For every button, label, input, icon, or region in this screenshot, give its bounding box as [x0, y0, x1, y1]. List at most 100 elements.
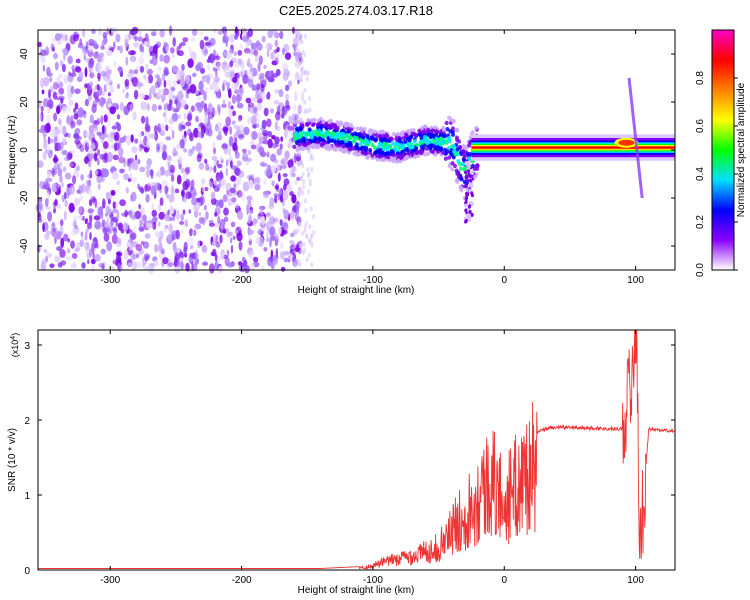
- spectrogram-cell: [49, 263, 55, 269]
- spectrogram-cell: [240, 44, 243, 50]
- spectrogram-cell: [55, 184, 62, 190]
- spectrogram-cell: [93, 215, 101, 221]
- spectrogram-cell: [139, 65, 145, 73]
- spectrogram-cell: [53, 52, 58, 60]
- spectrogram-cell: [166, 103, 173, 111]
- spectrogram-cell: [290, 232, 295, 238]
- spectrogram-cell: [93, 51, 99, 59]
- spectrogram-cell: [308, 237, 312, 243]
- spectrogram-cell: [130, 134, 134, 143]
- spectrogram-cell: [197, 126, 202, 133]
- spectrogram-cell: [92, 142, 95, 150]
- spectrogram-cell: [160, 88, 164, 94]
- spectrogram-cell: [419, 144, 424, 149]
- spectrogram-cell: [468, 140, 473, 145]
- spectrogram-cell: [117, 256, 122, 263]
- spectrogram-cell: [122, 222, 129, 232]
- spectrogram-cell: [465, 151, 470, 157]
- spectrogram-cell: [112, 201, 117, 209]
- spectrogram-cell: [309, 144, 314, 149]
- spectrogram-cell: [94, 254, 101, 262]
- spectrogram-cell: [97, 62, 102, 73]
- spectrogram-cell: [310, 242, 314, 248]
- spectrogram-cell: [283, 257, 289, 263]
- spectrogram-cell: [204, 87, 209, 93]
- spectrogram-cell: [57, 141, 64, 151]
- spectrogram-cell: [281, 229, 288, 235]
- spectrogram-cell: [472, 174, 477, 179]
- spectrogram-cell: [202, 187, 205, 193]
- spectrogram-cell: [467, 217, 471, 222]
- spectrogram-cell: [61, 182, 64, 188]
- spectrogram-cell: [99, 153, 105, 160]
- spectrogram-cell: [198, 80, 204, 91]
- spectrogram-cell: [163, 67, 169, 77]
- spectrogram-cell: [236, 210, 244, 220]
- spectrogram-cell: [136, 81, 142, 89]
- spectrogram-cell: [137, 36, 143, 42]
- spectrogram-cell: [392, 153, 397, 158]
- spectrogram-cell: [404, 147, 409, 152]
- spectrogram-cell: [235, 203, 240, 209]
- snr-x-label: Height of straight line (km): [298, 585, 415, 596]
- spectrogram-cell: [463, 184, 467, 189]
- spectrogram-cell: [79, 195, 84, 202]
- spectrogram-cell: [218, 105, 221, 116]
- spectrogram-cell: [75, 66, 82, 73]
- spectrogram-cell: [107, 198, 111, 205]
- spectrogram-cell: [196, 61, 203, 70]
- spectrogram-cell: [123, 105, 130, 116]
- spectrogram-cell: [157, 203, 162, 212]
- spectrogram-cell: [40, 261, 47, 271]
- spectrogram-cell: [119, 101, 124, 112]
- spectrogram-cell: [301, 96, 304, 102]
- spectrogram-cell: [348, 141, 353, 146]
- spectrogram-cell: [299, 38, 303, 44]
- spectrogram-cell: [308, 96, 311, 102]
- spectrogram-cell: [153, 260, 159, 267]
- spectrogram-cell: [196, 154, 202, 163]
- spectrogram-cell: [78, 184, 83, 195]
- spectrogram-cell: [69, 149, 76, 154]
- spectrogram-cell: [270, 262, 275, 270]
- spectrogram-cell: [157, 66, 163, 72]
- spectrogram-cell: [84, 156, 89, 165]
- spectrogram-cell: [155, 230, 160, 238]
- spectrogram-cell: [116, 123, 121, 132]
- spectrogram-cell: [154, 125, 158, 134]
- spectrogram-cell: [44, 123, 51, 134]
- spectrogram-cell: [154, 81, 160, 89]
- spectrogram-cell: [179, 77, 185, 88]
- spectrogram-cell: [247, 230, 253, 235]
- spectrogram-cell: [124, 209, 128, 218]
- spectrogram-cell: [89, 232, 92, 241]
- spectrogram-cell: [170, 47, 175, 54]
- spectrogram-cell: [470, 191, 474, 196]
- spectrogram-cell: [83, 242, 87, 250]
- spectrogram-cell: [118, 222, 123, 231]
- spectrogram-cell: [52, 91, 58, 100]
- spectrogram-cell: [38, 42, 42, 47]
- spectrogram-cell: [470, 183, 474, 188]
- spectrogram-cell: [87, 188, 92, 195]
- spectrogram-cell: [71, 64, 75, 72]
- spectrogram-cell: [133, 69, 138, 75]
- spectrogram-cell: [266, 91, 271, 100]
- spectrogram-cell: [89, 72, 95, 79]
- spectrogram-cell: [72, 175, 76, 185]
- spectrogram-cell: [464, 203, 468, 208]
- spectrogram-cell: [263, 78, 267, 85]
- spectrogram-cell: [209, 54, 214, 63]
- spectrogram-cell: [88, 199, 93, 207]
- spectrogram-cell: [259, 206, 263, 216]
- spectrogram-cell: [139, 166, 146, 173]
- spectrogram-cell: [187, 58, 194, 68]
- spectrogram-cell: [445, 127, 450, 132]
- spectrogram-cell: [77, 107, 84, 118]
- spectrogram-cell: [91, 103, 97, 114]
- spectrogram-cell: [107, 92, 111, 97]
- spectrogram-cell: [105, 205, 111, 215]
- spectrogram-cell: [274, 140, 280, 148]
- spectrogram-cell: [54, 61, 59, 71]
- spectrogram-cell: [309, 135, 314, 140]
